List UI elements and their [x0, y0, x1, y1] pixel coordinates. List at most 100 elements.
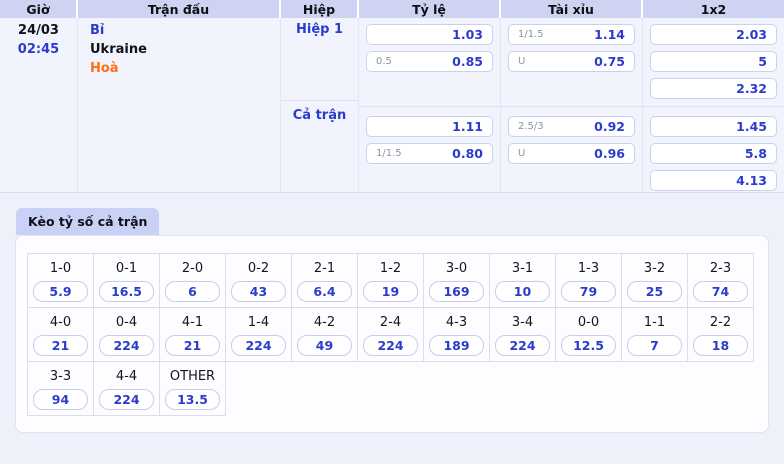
score-odds-pill[interactable]: 79 — [561, 281, 616, 302]
handicap-odds-value: 1.11 — [452, 119, 483, 134]
over-under-odds-value: 0.92 — [594, 119, 625, 134]
1x2-odds-box[interactable]: 4.13 — [650, 170, 777, 191]
score-cell: OTHER 13.5 — [159, 361, 226, 416]
score-label: 0-4 — [115, 315, 138, 330]
score-cell: 1-3 79 — [555, 253, 622, 308]
draw-label: Hoà — [90, 61, 119, 76]
1x2-odds-value: 5 — [758, 54, 767, 69]
score-odds-pill[interactable]: 25 — [627, 281, 682, 302]
odds-table-header: Giờ Trận đấu Hiệp Tỷ lệ Tài xỉu 1x2 — [0, 0, 784, 18]
1x2-odds-box[interactable]: 1.45 — [650, 116, 777, 137]
score-label: OTHER — [169, 369, 216, 384]
1x2-odds-value: 2.03 — [736, 27, 767, 42]
score-label: 2-4 — [379, 315, 402, 330]
score-cell: 2-3 74 — [687, 253, 754, 308]
score-label: 1-4 — [247, 315, 270, 330]
score-odds-pill[interactable]: 224 — [363, 335, 418, 356]
score-odds-pill[interactable]: 224 — [99, 335, 154, 356]
score-odds-pill[interactable]: 13.5 — [165, 389, 220, 410]
handicap-odds-value: 0.85 — [452, 54, 483, 69]
over-under-first-half: 1/1.5 1.14 U 0.75 — [501, 24, 642, 107]
handicap-odds-value: 1.03 — [452, 27, 483, 42]
score-label: 1-1 — [643, 315, 666, 330]
score-cell: 3-3 94 — [27, 361, 94, 416]
match-teams-cell: Bỉ Ukraine Hoà — [78, 18, 281, 192]
over-under-odds-box[interactable]: 1/1.5 1.14 — [508, 24, 635, 45]
score-grid-row: 3-3 94 4-4 224 OTHER 13.5 — [27, 361, 226, 416]
period-first-half-label: Hiệp 1 — [281, 18, 358, 101]
score-odds-pill[interactable]: 189 — [429, 335, 484, 356]
handicap-full-time: 1.11 1/1.5 0.80 — [359, 116, 500, 208]
score-cell: 4-1 21 — [159, 307, 226, 362]
score-grid-row: 1-0 5.9 0-1 16.5 2-0 6 0-2 43 2-1 6.4 1-2 19 3-0 169 3… — [27, 253, 754, 308]
score-label: 1-3 — [577, 261, 600, 276]
score-odds-pill[interactable]: 169 — [429, 281, 484, 302]
score-odds-pill[interactable]: 16.5 — [99, 281, 154, 302]
1x2-odds-box[interactable]: 2.32 — [650, 78, 777, 99]
handicap-odds-box[interactable]: 1.03 — [366, 24, 493, 45]
1x2-odds-value: 2.32 — [736, 81, 767, 96]
score-odds-pill[interactable]: 18 — [693, 335, 748, 356]
away-team-name: Ukraine — [90, 42, 147, 57]
over-under-odds-box[interactable]: U 0.75 — [508, 51, 635, 72]
score-cell: 1-1 7 — [621, 307, 688, 362]
score-label: 2-2 — [709, 315, 732, 330]
header-1x2: 1x2 — [700, 1, 727, 17]
1x2-odds-box[interactable]: 5.8 — [650, 143, 777, 164]
handicap-column: 1.03 0.5 0.85 1.11 1/1.5 0.80 — [359, 18, 501, 192]
score-odds-pill[interactable]: 224 — [99, 389, 154, 410]
score-odds-pill[interactable]: 10 — [495, 281, 550, 302]
score-odds-pill[interactable]: 224 — [231, 335, 286, 356]
1x2-odds-value: 5.8 — [744, 146, 767, 161]
score-label: 3-3 — [49, 369, 72, 384]
score-cell: 0-0 12.5 — [555, 307, 622, 362]
score-grid: 1-0 5.9 0-1 16.5 2-0 6 0-2 43 2-1 6.4 1-2 19 3-0 169 3… — [27, 253, 754, 416]
score-cell: 2-1 6.4 — [291, 253, 358, 308]
handicap-line: 1/1.5 — [376, 148, 402, 159]
over-under-odds-box[interactable]: 2.5/3 0.92 — [508, 116, 635, 137]
over-under-odds-value: 0.75 — [594, 54, 625, 69]
handicap-odds-box[interactable]: 0.5 0.85 — [366, 51, 493, 72]
over-under-line: 1/1.5 — [518, 29, 544, 40]
score-cell: 2-2 18 — [687, 307, 754, 362]
score-odds-pill[interactable]: 49 — [297, 335, 352, 356]
score-odds-pill[interactable]: 21 — [33, 335, 88, 356]
handicap-odds-value: 0.80 — [452, 146, 483, 161]
score-label: 4-0 — [49, 315, 72, 330]
score-cell: 1-4 224 — [225, 307, 292, 362]
header-period: Hiệp — [281, 0, 359, 18]
score-cell: 0-4 224 — [93, 307, 160, 362]
score-odds-pill[interactable]: 6.4 — [297, 281, 352, 302]
score-odds-pill[interactable]: 21 — [165, 335, 220, 356]
score-odds-pill[interactable]: 12.5 — [561, 335, 616, 356]
score-label: 4-3 — [445, 315, 468, 330]
score-cell: 3-0 169 — [423, 253, 490, 308]
over-under-odds-box[interactable]: U 0.96 — [508, 143, 635, 164]
handicap-line: 0.5 — [376, 56, 392, 67]
score-odds-pill[interactable]: 19 — [363, 281, 418, 302]
score-odds-pill[interactable]: 5.9 — [33, 281, 88, 302]
handicap-odds-box[interactable]: 1.11 — [366, 116, 493, 137]
handicap-odds-box[interactable]: 1/1.5 0.80 — [366, 143, 493, 164]
tab-correct-score[interactable]: Kèo tỷ số cả trận — [16, 208, 160, 235]
1x2-odds-box[interactable]: 2.03 — [650, 24, 777, 45]
score-label: 4-4 — [115, 369, 138, 384]
match-kickoff-time: 02:45 — [17, 42, 60, 57]
score-cell: 3-1 10 — [489, 253, 556, 308]
score-odds-pill[interactable]: 43 — [231, 281, 286, 302]
score-odds-pill[interactable]: 94 — [33, 389, 88, 410]
score-cell: 3-4 224 — [489, 307, 556, 362]
odds-table-body: 24/03 02:45 Bỉ Ukraine Hoà Hiệp 1 Cả trậ… — [0, 18, 784, 193]
score-odds-pill[interactable]: 6 — [165, 281, 220, 302]
score-cell: 2-0 6 — [159, 253, 226, 308]
over-under-odds-value: 1.14 — [594, 27, 625, 42]
1x2-full-time: 1.45 5.8 4.13 — [643, 116, 784, 208]
score-cell: 4-4 224 — [93, 361, 160, 416]
score-odds-pill[interactable]: 74 — [693, 281, 748, 302]
score-odds-pill[interactable]: 224 — [495, 335, 550, 356]
score-odds-pill[interactable]: 7 — [627, 335, 682, 356]
score-cell: 4-3 189 — [423, 307, 490, 362]
1x2-odds-box[interactable]: 5 — [650, 51, 777, 72]
score-cell: 1-2 19 — [357, 253, 424, 308]
score-label: 4-1 — [181, 315, 204, 330]
